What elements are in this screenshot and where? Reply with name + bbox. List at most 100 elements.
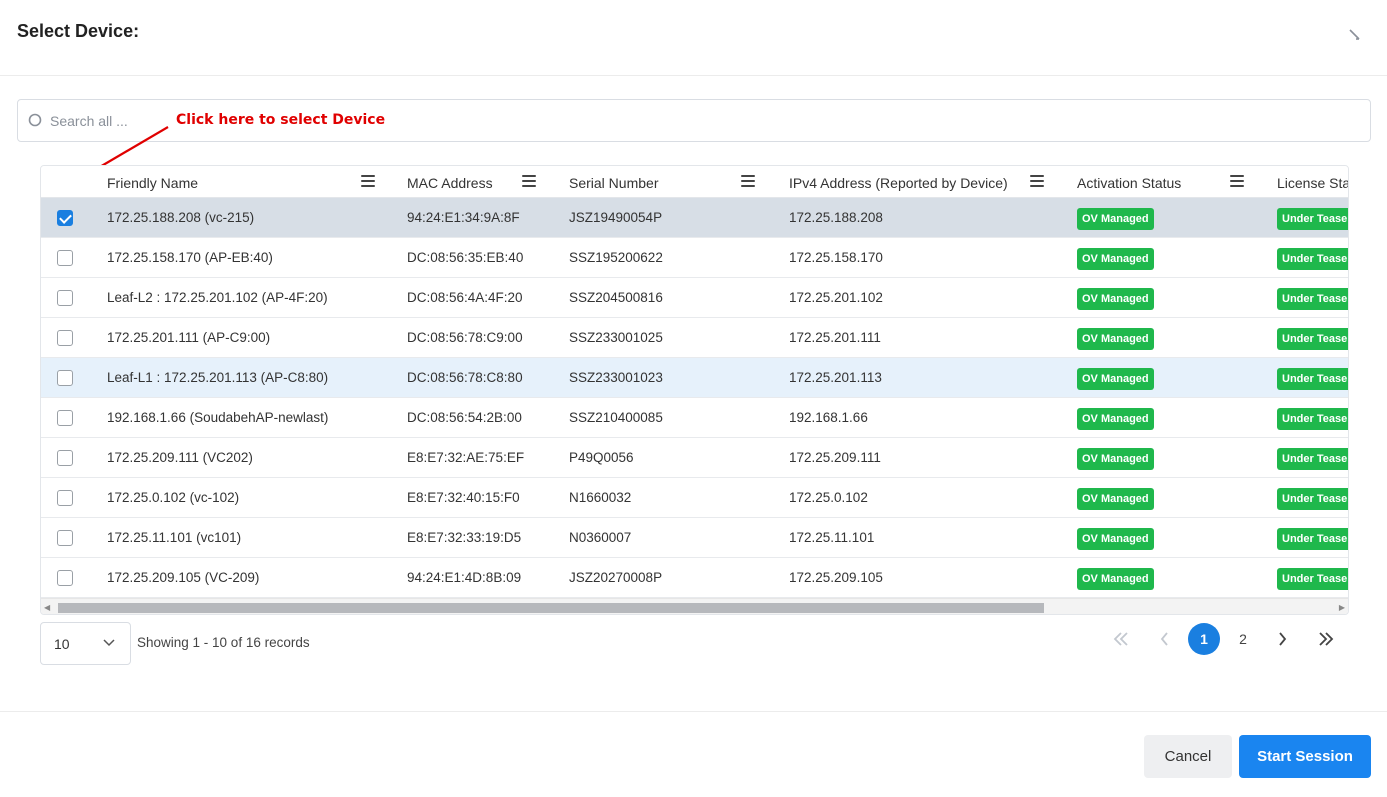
last-page-icon[interactable] — [1310, 623, 1342, 655]
cell-friendly-name: 172.25.158.170 (AP-EB:40) — [107, 250, 273, 265]
cell-friendly-name: 172.25.11.101 (vc101) — [107, 530, 242, 545]
cell-mac: DC:08:56:4A:4F:20 — [407, 290, 523, 305]
next-page-icon[interactable] — [1266, 623, 1298, 655]
activation-badge: OV Managed — [1077, 288, 1154, 310]
activation-badge: OV Managed — [1077, 528, 1154, 550]
license-badge: Under Teaser — [1277, 328, 1348, 350]
dialog-header: Select Device: — [0, 0, 1387, 76]
col-friendly-name[interactable]: Friendly Name — [107, 175, 199, 191]
activation-badge: OV Managed — [1077, 248, 1154, 270]
col-serial-number[interactable]: Serial Number — [569, 175, 659, 191]
page-button-1[interactable]: 1 — [1188, 623, 1220, 655]
cell-ipv4: 172.25.209.111 — [789, 450, 881, 465]
cell-ipv4: 172.25.158.170 — [789, 250, 883, 265]
table-row[interactable]: 172.25.209.111 (VC202) E8:E7:32:AE:75:EF… — [41, 438, 1348, 478]
row-checkbox[interactable] — [57, 530, 73, 546]
col-license-status[interactable]: License Stat — [1277, 175, 1349, 191]
records-summary: Showing 1 - 10 of 16 records — [137, 635, 310, 650]
cell-friendly-name: 192.168.1.66 (SoudabehAP-newlast) — [107, 410, 329, 425]
scrollbar-thumb[interactable] — [58, 603, 1044, 613]
row-checkbox[interactable] — [57, 490, 73, 506]
license-badge: Under Teaser — [1277, 448, 1348, 470]
column-menu-icon[interactable] — [522, 175, 536, 187]
scroll-left-icon[interactable]: ◀ — [44, 603, 51, 612]
cell-friendly-name: 172.25.201.111 (AP-C9:00) — [107, 330, 271, 345]
cell-mac: E8:E7:32:AE:75:EF — [407, 450, 525, 465]
cell-ipv4: 172.25.201.111 — [789, 330, 881, 345]
chevron-down-icon — [103, 639, 115, 647]
cell-serial: JSZ20270008P — [569, 570, 663, 585]
activation-badge: OV Managed — [1077, 568, 1154, 590]
device-table: Friendly Name MAC Address Serial Number … — [40, 165, 1349, 615]
footer-divider — [0, 711, 1387, 712]
license-badge: Under Teaser — [1277, 248, 1348, 270]
cell-serial: SSZ233001023 — [569, 370, 663, 385]
license-badge: Under Teaser — [1277, 488, 1348, 510]
activation-badge: OV Managed — [1077, 448, 1154, 470]
cell-ipv4: 172.25.0.102 — [789, 490, 868, 505]
cell-serial: SSZ204500816 — [569, 290, 663, 305]
col-activation-status[interactable]: Activation Status — [1077, 175, 1182, 191]
row-checkbox[interactable] — [57, 330, 73, 346]
table-row[interactable]: 172.25.0.102 (vc-102) E8:E7:32:40:15:F0 … — [41, 478, 1348, 518]
cell-friendly-name: 172.25.209.111 (VC202) — [107, 450, 253, 465]
cell-serial: SSZ195200622 — [569, 250, 663, 265]
search-input[interactable] — [50, 111, 350, 131]
column-menu-icon[interactable] — [361, 175, 375, 187]
table-row[interactable]: Leaf-L1 : 172.25.201.113 (AP-C8:80) DC:0… — [41, 358, 1348, 398]
cell-ipv4: 172.25.201.113 — [789, 370, 882, 385]
license-badge: Under Teaser — [1277, 408, 1348, 430]
table-row[interactable]: 172.25.11.101 (vc101) E8:E7:32:33:19:D5 … — [41, 518, 1348, 558]
row-checkbox[interactable] — [57, 210, 73, 226]
prev-page-icon[interactable] — [1149, 623, 1181, 655]
cancel-button[interactable]: Cancel — [1144, 735, 1232, 778]
col-mac-address[interactable]: MAC Address — [407, 175, 493, 191]
search-box — [17, 99, 1371, 142]
license-badge: Under Teaser — [1277, 368, 1348, 390]
cell-friendly-name: 172.25.209.105 (VC-209) — [107, 570, 260, 585]
column-menu-icon[interactable] — [1230, 175, 1244, 187]
row-checkbox[interactable] — [57, 410, 73, 426]
column-menu-icon[interactable] — [741, 175, 755, 187]
table-row[interactable]: Leaf-L2 : 172.25.201.102 (AP-4F:20) DC:0… — [41, 278, 1348, 318]
cell-mac: E8:E7:32:33:19:D5 — [407, 530, 522, 545]
activation-badge: OV Managed — [1077, 408, 1154, 430]
cell-mac: E8:E7:32:40:15:F0 — [407, 490, 520, 505]
column-menu-icon[interactable] — [1030, 175, 1044, 187]
row-checkbox[interactable] — [57, 250, 73, 266]
first-page-icon[interactable] — [1105, 623, 1137, 655]
page-size-value: 10 — [54, 636, 70, 652]
license-badge: Under Teaser — [1277, 208, 1348, 230]
cell-friendly-name: Leaf-L2 : 172.25.201.102 (AP-4F:20) — [107, 290, 328, 305]
license-badge: Under Teaser — [1277, 568, 1348, 590]
scroll-right-icon[interactable]: ▶ — [1338, 603, 1345, 612]
row-checkbox[interactable] — [57, 370, 73, 386]
page-size-select[interactable]: 10 — [40, 622, 131, 665]
table-row[interactable]: 172.25.201.111 (AP-C9:00) DC:08:56:78:C9… — [41, 318, 1348, 358]
horizontal-scrollbar[interactable]: ◀ ▶ — [41, 598, 1348, 614]
cell-ipv4: 172.25.11.101 — [789, 530, 875, 545]
cell-serial: N0360007 — [569, 530, 632, 545]
cell-friendly-name: 172.25.188.208 (vc-215) — [107, 210, 255, 225]
cell-friendly-name: 172.25.0.102 (vc-102) — [107, 490, 240, 505]
row-checkbox[interactable] — [57, 570, 73, 586]
table-row[interactable]: 172.25.188.208 (vc-215) 94:24:E1:34:9A:8… — [41, 198, 1348, 238]
cell-serial: SSZ210400085 — [569, 410, 663, 425]
row-checkbox[interactable] — [57, 290, 73, 306]
cell-mac: DC:08:56:78:C9:00 — [407, 330, 523, 345]
col-ipv4-address[interactable]: IPv4 Address (Reported by Device) — [789, 175, 1008, 191]
activation-badge: OV Managed — [1077, 328, 1154, 350]
page-button-2[interactable]: 2 — [1239, 631, 1247, 647]
close-icon[interactable] — [1344, 24, 1364, 44]
cell-friendly-name: Leaf-L1 : 172.25.201.113 (AP-C8:80) — [107, 370, 329, 385]
table-row[interactable]: 192.168.1.66 (SoudabehAP-newlast) DC:08:… — [41, 398, 1348, 438]
cell-mac: DC:08:56:35:EB:40 — [407, 250, 524, 265]
table-row[interactable]: 172.25.158.170 (AP-EB:40) DC:08:56:35:EB… — [41, 238, 1348, 278]
cell-ipv4: 172.25.201.102 — [789, 290, 883, 305]
table-row[interactable]: 172.25.209.105 (VC-209) 94:24:E1:4D:8B:0… — [41, 558, 1348, 598]
search-icon — [28, 113, 44, 129]
activation-badge: OV Managed — [1077, 488, 1154, 510]
row-checkbox[interactable] — [57, 450, 73, 466]
start-session-button[interactable]: Start Session — [1239, 735, 1371, 778]
cell-mac: 94:24:E1:34:9A:8F — [407, 210, 520, 225]
